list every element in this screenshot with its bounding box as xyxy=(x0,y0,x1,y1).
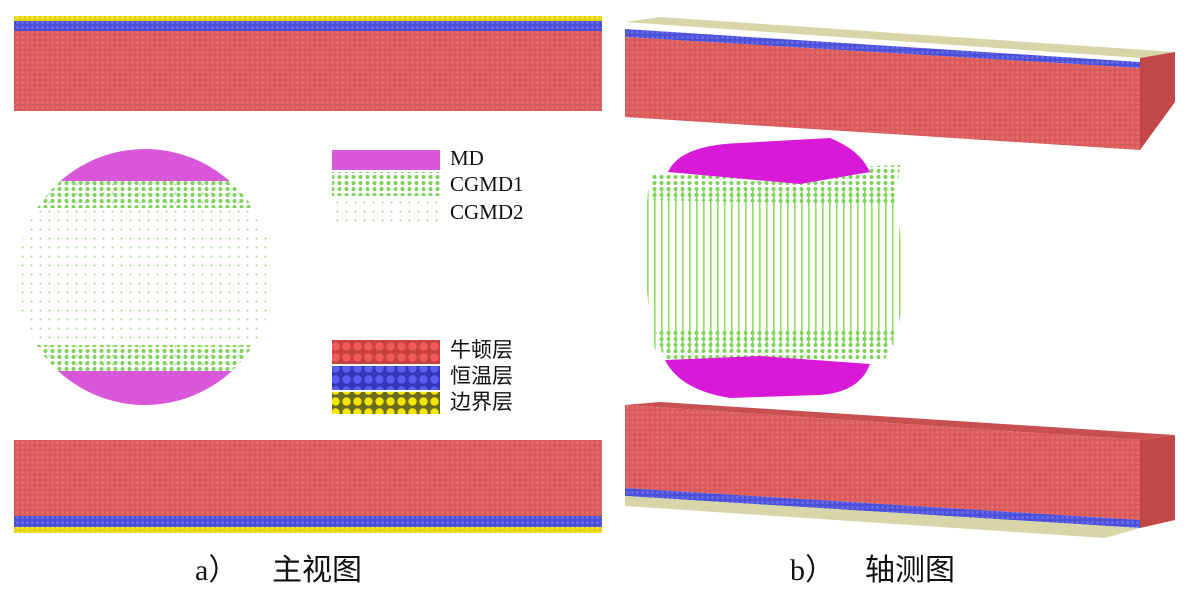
cgmd1-region xyxy=(17,345,273,371)
thermostat-layer xyxy=(14,516,602,527)
md-region xyxy=(668,138,870,184)
newton-layer xyxy=(625,405,1140,520)
legend-label: CGMD2 xyxy=(450,200,524,224)
legend-swatch xyxy=(332,340,440,364)
legend-swatch xyxy=(332,150,440,170)
legend-label: MD xyxy=(450,146,484,170)
thermostat-layer xyxy=(625,29,1140,68)
particle xyxy=(17,149,273,405)
thermostat-layer xyxy=(14,21,602,31)
cgmd-region xyxy=(645,190,903,350)
slab-top-face xyxy=(625,17,1175,58)
caption-text: 轴测图 xyxy=(865,554,955,587)
thermostat-layer xyxy=(625,488,1140,528)
newton-layer xyxy=(14,31,602,111)
legend-swatch xyxy=(332,172,440,196)
slab-side-face xyxy=(1140,435,1175,528)
boundary-layer xyxy=(14,527,602,533)
legend-swatch xyxy=(332,200,440,222)
cgmd1-region xyxy=(17,180,273,208)
boundary-layer xyxy=(14,16,602,21)
legend-label: 恒温层 xyxy=(450,364,513,388)
legend-label: 边界层 xyxy=(450,390,513,414)
md-region xyxy=(17,149,273,181)
legend-swatch xyxy=(332,366,440,390)
caption-label: b） xyxy=(790,554,835,587)
axonometric-view xyxy=(625,17,1175,538)
slab-side-face xyxy=(1140,52,1175,150)
boundary-layer xyxy=(625,496,1140,538)
legend-label: 牛顿层 xyxy=(450,338,513,362)
newton-layer xyxy=(14,440,602,516)
caption-text: 主视图 xyxy=(272,554,362,587)
caption-label: a） xyxy=(195,554,238,587)
cgmd1-region xyxy=(655,330,895,362)
legend-label: CGMD1 xyxy=(450,172,524,196)
md-region xyxy=(665,356,870,398)
newton-layer xyxy=(625,37,1140,150)
slab-top-face xyxy=(625,402,1175,440)
md-region xyxy=(17,371,273,405)
legend-swatch xyxy=(332,392,440,414)
front-view: MD CGMD1 CGMD2 牛顿层 恒温层 边界层 xyxy=(14,16,602,533)
